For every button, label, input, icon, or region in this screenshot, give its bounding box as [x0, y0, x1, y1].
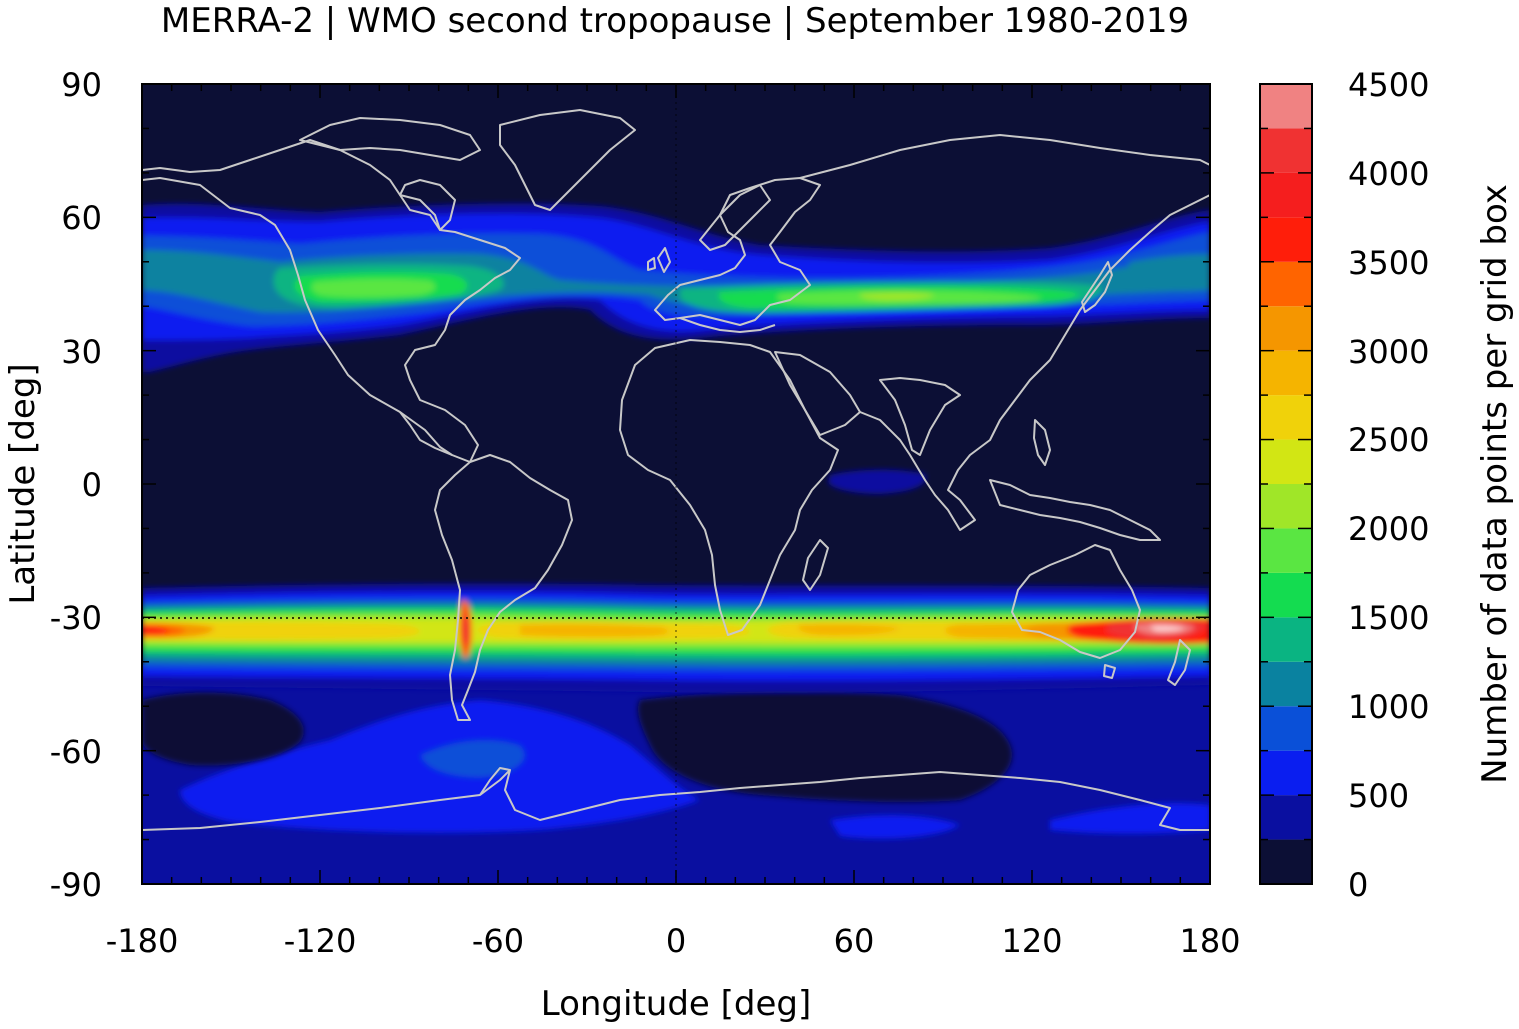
equatorial-indian-ocean-patch: [828, 469, 926, 494]
x-tick-label: 180: [1179, 922, 1240, 960]
chart-title: MERRA-2 | WMO second tropopause | Septem…: [161, 1, 1189, 41]
colorbar-level: [1260, 528, 1312, 573]
coastline-tasmania: [1103, 664, 1116, 679]
sband-2500-a: [142, 621, 420, 640]
x-tick-label: 60: [834, 922, 875, 960]
colorbar-level: [1260, 395, 1312, 440]
colorbar-tick-label: 3500: [1348, 244, 1429, 282]
colorbar-tick-label: 1500: [1348, 599, 1429, 637]
sband-4500-east: [1150, 625, 1185, 632]
coastline-india: [879, 377, 961, 456]
coastline-greenland: [499, 109, 636, 211]
andes-spike-red: [462, 612, 469, 647]
colorbar-tick-label: 3000: [1348, 333, 1429, 371]
colorbar-level: [1260, 350, 1312, 396]
coastline-mediterranean: [679, 317, 776, 333]
coastlines: [142, 109, 1210, 831]
coastline-hudson-bay: [399, 179, 456, 231]
plot-area: [142, 84, 1210, 884]
colorbar-tick-label: 4000: [1348, 155, 1429, 193]
colorbar-tick-label: 500: [1348, 777, 1409, 815]
colorbar-level: [1260, 172, 1312, 218]
colorbar-level: [1260, 839, 1312, 884]
coastline-madagascar: [802, 539, 829, 591]
coastline-philippines: [1033, 419, 1051, 466]
y-tick-label: -60: [50, 733, 102, 771]
coastline-southeast-asia-islands: [989, 479, 1161, 541]
y-axis-label: Latitude [deg]: [3, 363, 43, 604]
nband-2000: [859, 292, 935, 301]
colorbar-level: [1260, 706, 1312, 751]
coastline-africa: [619, 339, 839, 636]
colorbar-level: [1260, 750, 1312, 796]
colorbar-level: [1260, 84, 1312, 129]
coastline-asia: [799, 134, 1210, 531]
sband-2750-b: [798, 624, 900, 636]
colorbar-level: [1260, 572, 1312, 618]
coastline-japan: [1081, 261, 1113, 313]
x-tick-label: -60: [472, 922, 524, 960]
coastline-antarctica: [142, 769, 1210, 831]
y-tick-labels: 90 60 30 0 -30 -60 -90: [50, 66, 102, 904]
x-tick-label: 0: [666, 922, 686, 960]
colorbar-label: Number of data points per grid box: [1475, 184, 1515, 784]
x-tick-label: 120: [1001, 922, 1062, 960]
colorbar-level: [1260, 128, 1312, 173]
colorbar-level: [1260, 217, 1312, 262]
nband-1750: [311, 278, 436, 298]
colorbar-level: [1260, 617, 1312, 662]
y-tick-label: -30: [50, 599, 102, 637]
coastline-north-america: [142, 139, 521, 463]
x-axis-label: Longitude [deg]: [541, 984, 812, 1024]
coastline-scandinavia: [699, 184, 771, 251]
colorbar-level: [1260, 261, 1312, 307]
y-tick-label: 0: [82, 466, 102, 504]
colorbar-tick-label: 1000: [1348, 688, 1429, 726]
y-tick-label: 30: [61, 333, 102, 371]
pacific-teal: [142, 257, 178, 282]
coastline-europe: [654, 177, 821, 326]
y-tick-label: -90: [50, 866, 102, 904]
coastline-arctic-islands: [299, 117, 481, 161]
sband-3500-west: [142, 626, 170, 635]
coastline-british-isles: [647, 247, 671, 273]
colorbar-level: [1260, 439, 1312, 484]
colorbar-tick-label: 2000: [1348, 510, 1429, 548]
colorbar-tick-label: 2500: [1348, 421, 1429, 459]
y-tick-label: 90: [61, 66, 102, 104]
colorbar-level: [1260, 306, 1312, 351]
southern-subtropical-band: [142, 583, 1210, 693]
y-tick-label: 60: [61, 199, 102, 237]
asia-teal: [1127, 254, 1210, 292]
colorbar-tick-label: 4500: [1348, 66, 1429, 104]
colorbar-ticks: [1260, 83, 1312, 885]
ross-600: [1050, 803, 1210, 834]
colorbar-level: [1260, 484, 1312, 529]
axis-ticks: [141, 83, 1211, 885]
coastline-arabia: [774, 351, 861, 436]
east-antarctic-600: [830, 815, 960, 839]
sband-2750-a: [520, 624, 669, 638]
south-dark-gap-west: [142, 692, 304, 766]
x-tick-label: -120: [284, 922, 357, 960]
x-tick-label: -180: [106, 922, 179, 960]
colorbar: [1260, 84, 1312, 884]
colorbar-level: [1260, 661, 1312, 707]
coastline-antarctic-peninsula: [479, 767, 511, 796]
coastline-australia: [1011, 544, 1141, 659]
colorbar-tick-labels: 4500 4000 3500 3000 2500 2000 1500 1000 …: [1348, 66, 1429, 904]
coastline-south-america: [434, 454, 573, 721]
colorbar-level: [1260, 795, 1312, 840]
coastline-central-america: [399, 411, 453, 456]
colorbar-tick-label: 0: [1348, 866, 1368, 904]
x-tick-labels: -180 -120 -60 0 60 120 180: [106, 922, 1241, 960]
coastline-new-zealand: [1167, 639, 1191, 686]
